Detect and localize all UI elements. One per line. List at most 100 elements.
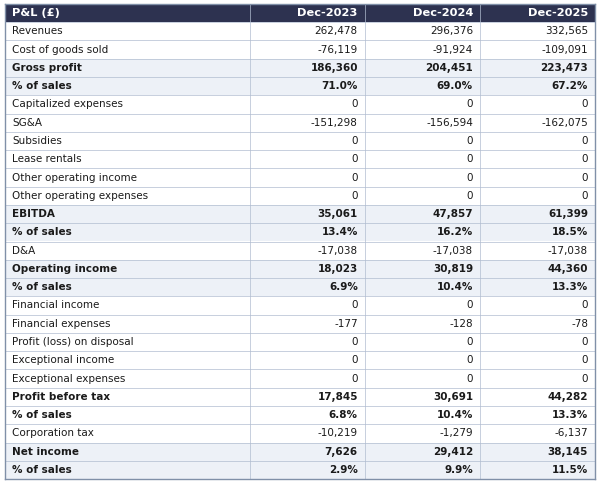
Bar — [5, 442, 250, 461]
Bar — [5, 205, 250, 223]
Bar — [250, 59, 365, 77]
Bar — [250, 223, 365, 242]
Bar — [480, 278, 595, 297]
Text: 10.4%: 10.4% — [437, 410, 473, 420]
Text: 44,282: 44,282 — [548, 392, 588, 402]
Bar — [5, 169, 250, 186]
Bar — [365, 41, 480, 59]
Bar — [250, 205, 365, 223]
Text: 0: 0 — [581, 99, 588, 110]
Text: Corporation tax: Corporation tax — [12, 428, 94, 439]
Text: 204,451: 204,451 — [425, 63, 473, 73]
Bar — [365, 59, 480, 77]
Text: 0: 0 — [466, 373, 473, 384]
Text: 71.0%: 71.0% — [322, 81, 358, 91]
Text: 0: 0 — [352, 154, 358, 164]
Text: 0: 0 — [581, 172, 588, 183]
Bar — [250, 351, 365, 369]
Bar — [5, 388, 250, 406]
Bar — [5, 369, 250, 388]
Bar — [5, 424, 250, 442]
Bar — [365, 260, 480, 278]
Bar — [365, 95, 480, 114]
Text: 0: 0 — [352, 191, 358, 201]
Bar — [480, 333, 595, 351]
Bar — [250, 442, 365, 461]
Text: 13.3%: 13.3% — [552, 282, 588, 292]
Text: -10,219: -10,219 — [318, 428, 358, 439]
Text: % of sales: % of sales — [12, 227, 71, 237]
Bar — [5, 59, 250, 77]
Bar — [5, 242, 250, 260]
Bar — [480, 41, 595, 59]
Text: Gross profit: Gross profit — [12, 63, 82, 73]
Text: -17,038: -17,038 — [433, 246, 473, 256]
Text: D&A: D&A — [12, 246, 35, 256]
Text: 262,478: 262,478 — [315, 26, 358, 36]
Text: -76,119: -76,119 — [317, 44, 358, 55]
Bar — [480, 442, 595, 461]
Text: Other operating income: Other operating income — [12, 172, 137, 183]
Bar — [250, 132, 365, 150]
Bar — [480, 223, 595, 242]
Bar — [5, 4, 250, 22]
Text: -162,075: -162,075 — [541, 118, 588, 128]
Bar — [250, 169, 365, 186]
Bar — [480, 424, 595, 442]
Text: 30,691: 30,691 — [433, 392, 473, 402]
Text: Dec-2024: Dec-2024 — [413, 8, 473, 18]
Bar — [5, 41, 250, 59]
Text: P&L (£): P&L (£) — [12, 8, 60, 18]
Bar — [5, 314, 250, 333]
Text: Operating income: Operating income — [12, 264, 117, 274]
Text: -128: -128 — [449, 319, 473, 329]
Text: 0: 0 — [581, 136, 588, 146]
Text: 69.0%: 69.0% — [437, 81, 473, 91]
Text: 0: 0 — [466, 337, 473, 347]
Bar — [365, 442, 480, 461]
Bar — [480, 150, 595, 169]
Bar — [5, 406, 250, 424]
Text: 38,145: 38,145 — [548, 447, 588, 457]
Text: 0: 0 — [352, 355, 358, 365]
Text: 0: 0 — [466, 99, 473, 110]
Text: 0: 0 — [466, 172, 473, 183]
Text: 0: 0 — [581, 191, 588, 201]
Text: -78: -78 — [571, 319, 588, 329]
Text: % of sales: % of sales — [12, 410, 71, 420]
Bar — [5, 95, 250, 114]
Bar — [250, 314, 365, 333]
Bar — [250, 461, 365, 479]
Bar — [365, 22, 480, 41]
Text: Dec-2025: Dec-2025 — [528, 8, 588, 18]
Bar — [365, 278, 480, 297]
Text: 30,819: 30,819 — [433, 264, 473, 274]
Bar — [480, 242, 595, 260]
Text: 0: 0 — [466, 300, 473, 311]
Bar — [5, 114, 250, 132]
Text: 47,857: 47,857 — [433, 209, 473, 219]
Text: % of sales: % of sales — [12, 81, 71, 91]
Bar — [365, 406, 480, 424]
Bar — [480, 260, 595, 278]
Text: Exceptional expenses: Exceptional expenses — [12, 373, 125, 384]
Text: 0: 0 — [352, 172, 358, 183]
Text: Other operating expenses: Other operating expenses — [12, 191, 148, 201]
Text: 13.3%: 13.3% — [552, 410, 588, 420]
Text: 0: 0 — [352, 337, 358, 347]
Bar — [5, 150, 250, 169]
Bar — [365, 461, 480, 479]
Text: SG&A: SG&A — [12, 118, 42, 128]
Bar — [250, 278, 365, 297]
Text: % of sales: % of sales — [12, 465, 71, 475]
Bar — [480, 59, 595, 77]
Bar — [250, 77, 365, 95]
Text: 296,376: 296,376 — [430, 26, 473, 36]
Text: 7,626: 7,626 — [325, 447, 358, 457]
Text: 186,360: 186,360 — [310, 63, 358, 73]
Bar — [250, 95, 365, 114]
Bar — [365, 205, 480, 223]
Text: 0: 0 — [352, 136, 358, 146]
Text: -17,038: -17,038 — [548, 246, 588, 256]
Text: 17,845: 17,845 — [317, 392, 358, 402]
